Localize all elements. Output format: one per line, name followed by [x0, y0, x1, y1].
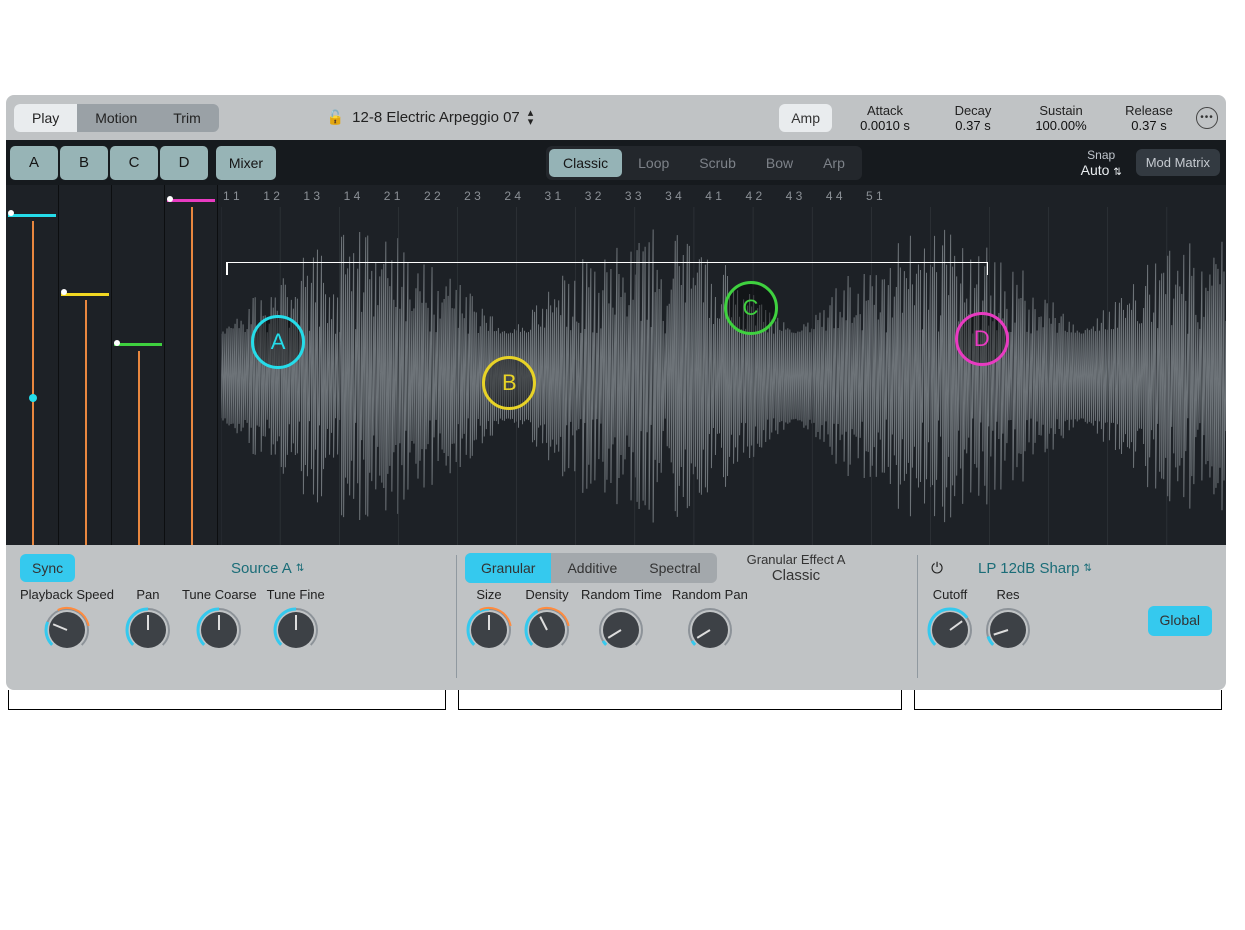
ruler-tick: 4 2	[743, 189, 783, 207]
knob-random-pan[interactable]: Random Pan	[672, 587, 748, 654]
timeline-ruler: 1 11 21 31 42 12 22 32 43 13 23 33 44 14…	[221, 185, 1226, 207]
view-tab-trim[interactable]: Trim	[155, 104, 218, 132]
top-toolbar: PlayMotionTrim 🔓 12-8 Electric Arpeggio …	[6, 95, 1226, 140]
knob-pan[interactable]: Pan	[124, 587, 172, 654]
snap-selector[interactable]: Snap Auto ⇅	[1081, 148, 1136, 178]
waveform-canvas[interactable]: A B C D	[221, 207, 1226, 545]
sidebar-source-a[interactable]	[6, 185, 59, 545]
source-sidebars	[6, 185, 221, 545]
mixer-button[interactable]: Mixer	[216, 146, 276, 180]
mod-matrix-button[interactable]: Mod Matrix	[1136, 149, 1220, 176]
source-playhead-d[interactable]: D	[955, 312, 1009, 366]
knob-res[interactable]: Res	[984, 587, 1032, 654]
sync-button[interactable]: Sync	[20, 554, 75, 582]
knob-playback-speed[interactable]: Playback Speed	[20, 587, 114, 654]
global-button[interactable]: Global	[1148, 606, 1212, 636]
ruler-tick: 1 4	[342, 189, 382, 207]
playback-mode-bar: ClassicLoopScrubBowArp	[546, 146, 862, 180]
knob-cutoff[interactable]: Cutoff	[926, 587, 974, 654]
sidebar-source-c[interactable]	[112, 185, 165, 545]
sidebar-source-b[interactable]	[59, 185, 112, 545]
source-button-a[interactable]: A	[10, 146, 58, 180]
ruler-tick: 4 3	[784, 189, 824, 207]
annotation-brackets	[6, 690, 1226, 730]
ruler-tick: 4 1	[703, 189, 743, 207]
view-tabs: PlayMotionTrim	[14, 104, 219, 132]
granular-effect-label[interactable]: Granular Effect A Classic	[747, 552, 846, 584]
grain-mode-spectral[interactable]: Spectral	[633, 553, 716, 583]
view-tab-play[interactable]: Play	[14, 104, 77, 132]
adsr-attack[interactable]: Attack0.0010 s	[850, 103, 920, 133]
dropdown-icon: ⇅	[296, 563, 304, 574]
preset-stepper-icon[interactable]: ▴▾	[528, 109, 534, 127]
filter-power-icon[interactable]: ⏻	[926, 557, 948, 579]
range-bracket[interactable]	[226, 262, 988, 274]
source-playhead-c[interactable]: C	[724, 281, 778, 335]
ruler-tick: 2 1	[382, 189, 422, 207]
source-buttons: ABCD	[6, 142, 212, 184]
adsr-display: Attack0.0010 s Decay0.37 s Sustain100.00% R…	[850, 103, 1184, 133]
grain-mode-pills: GranularAdditiveSpectral	[465, 553, 717, 583]
preset-selector[interactable]: 🔓 12-8 Electric Arpeggio 07 ▴▾	[327, 109, 534, 127]
source-button-d[interactable]: D	[160, 146, 208, 180]
adsr-release[interactable]: Release0.37 s	[1114, 103, 1184, 133]
amp-button[interactable]: Amp	[779, 104, 832, 132]
knob-random-time[interactable]: Random Time	[581, 587, 662, 654]
ruler-tick: 3 1	[543, 189, 583, 207]
ruler-tick: 4 4	[824, 189, 864, 207]
app-root: PlayMotionTrim 🔓 12-8 Electric Arpeggio …	[6, 95, 1226, 690]
mode-bow[interactable]: Bow	[752, 149, 807, 177]
sidebar-source-d[interactable]	[165, 185, 218, 545]
mode-loop[interactable]: Loop	[624, 149, 683, 177]
grain-mode-granular[interactable]: Granular	[465, 553, 551, 583]
source-select[interactable]: Source A ⇅	[231, 560, 304, 577]
ruler-tick: 3 4	[663, 189, 703, 207]
more-menu-icon[interactable]: •••	[1196, 107, 1218, 129]
snap-label: Snap	[1081, 148, 1122, 162]
source-section: Sync Source A ⇅ Playback SpeedPanTune Co…	[12, 551, 456, 682]
knob-density[interactable]: Density	[523, 587, 571, 654]
ruler-tick: 5 1	[864, 189, 904, 207]
granular-section: GranularAdditiveSpectral Granular Effect…	[457, 551, 917, 682]
ruler-tick: 1 1	[221, 189, 261, 207]
adsr-decay[interactable]: Decay0.37 s	[938, 103, 1008, 133]
source-mode-row: ABCD Mixer ClassicLoopScrubBowArp Snap A…	[6, 140, 1226, 185]
source-button-c[interactable]: C	[110, 146, 158, 180]
knob-tune-coarse[interactable]: Tune Coarse	[182, 587, 257, 654]
view-tab-motion[interactable]: Motion	[77, 104, 155, 132]
filter-type-select[interactable]: LP 12dB Sharp ⇅	[978, 560, 1092, 577]
grain-mode-additive[interactable]: Additive	[551, 553, 633, 583]
ruler-tick: 2 3	[462, 189, 502, 207]
knob-tune-fine[interactable]: Tune Fine	[267, 587, 325, 654]
ruler-tick: 3 2	[583, 189, 623, 207]
waveform-row: 1 11 21 31 42 12 22 32 43 13 23 33 44 14…	[6, 185, 1226, 545]
ruler-tick: 1 2	[261, 189, 301, 207]
snap-stepper-icon[interactable]: ⇅	[1113, 167, 1121, 178]
mode-arp[interactable]: Arp	[809, 149, 859, 177]
snap-value: Auto	[1081, 162, 1110, 178]
ruler-tick: 2 2	[422, 189, 462, 207]
dropdown-icon: ⇅	[1083, 563, 1091, 574]
ruler-tick: 2 4	[502, 189, 542, 207]
ruler-tick: 1 3	[301, 189, 341, 207]
bottom-panel: Sync Source A ⇅ Playback SpeedPanTune Co…	[6, 545, 1226, 690]
ruler-tick: 3 3	[623, 189, 663, 207]
source-playhead-b[interactable]: B	[482, 356, 536, 410]
preset-name: 12-8 Electric Arpeggio 07	[352, 109, 520, 126]
mode-scrub[interactable]: Scrub	[685, 149, 750, 177]
source-button-b[interactable]: B	[60, 146, 108, 180]
adsr-sustain[interactable]: Sustain100.00%	[1026, 103, 1096, 133]
knob-size[interactable]: Size	[465, 587, 513, 654]
lock-icon: 🔓	[327, 109, 344, 126]
source-playhead-a[interactable]: A	[251, 315, 305, 369]
mode-classic[interactable]: Classic	[549, 149, 622, 177]
filter-section: ⏻ LP 12dB Sharp ⇅ CutoffRes Global	[918, 551, 1220, 682]
waveform-area[interactable]: 1 11 21 31 42 12 22 32 43 13 23 33 44 14…	[221, 185, 1226, 545]
